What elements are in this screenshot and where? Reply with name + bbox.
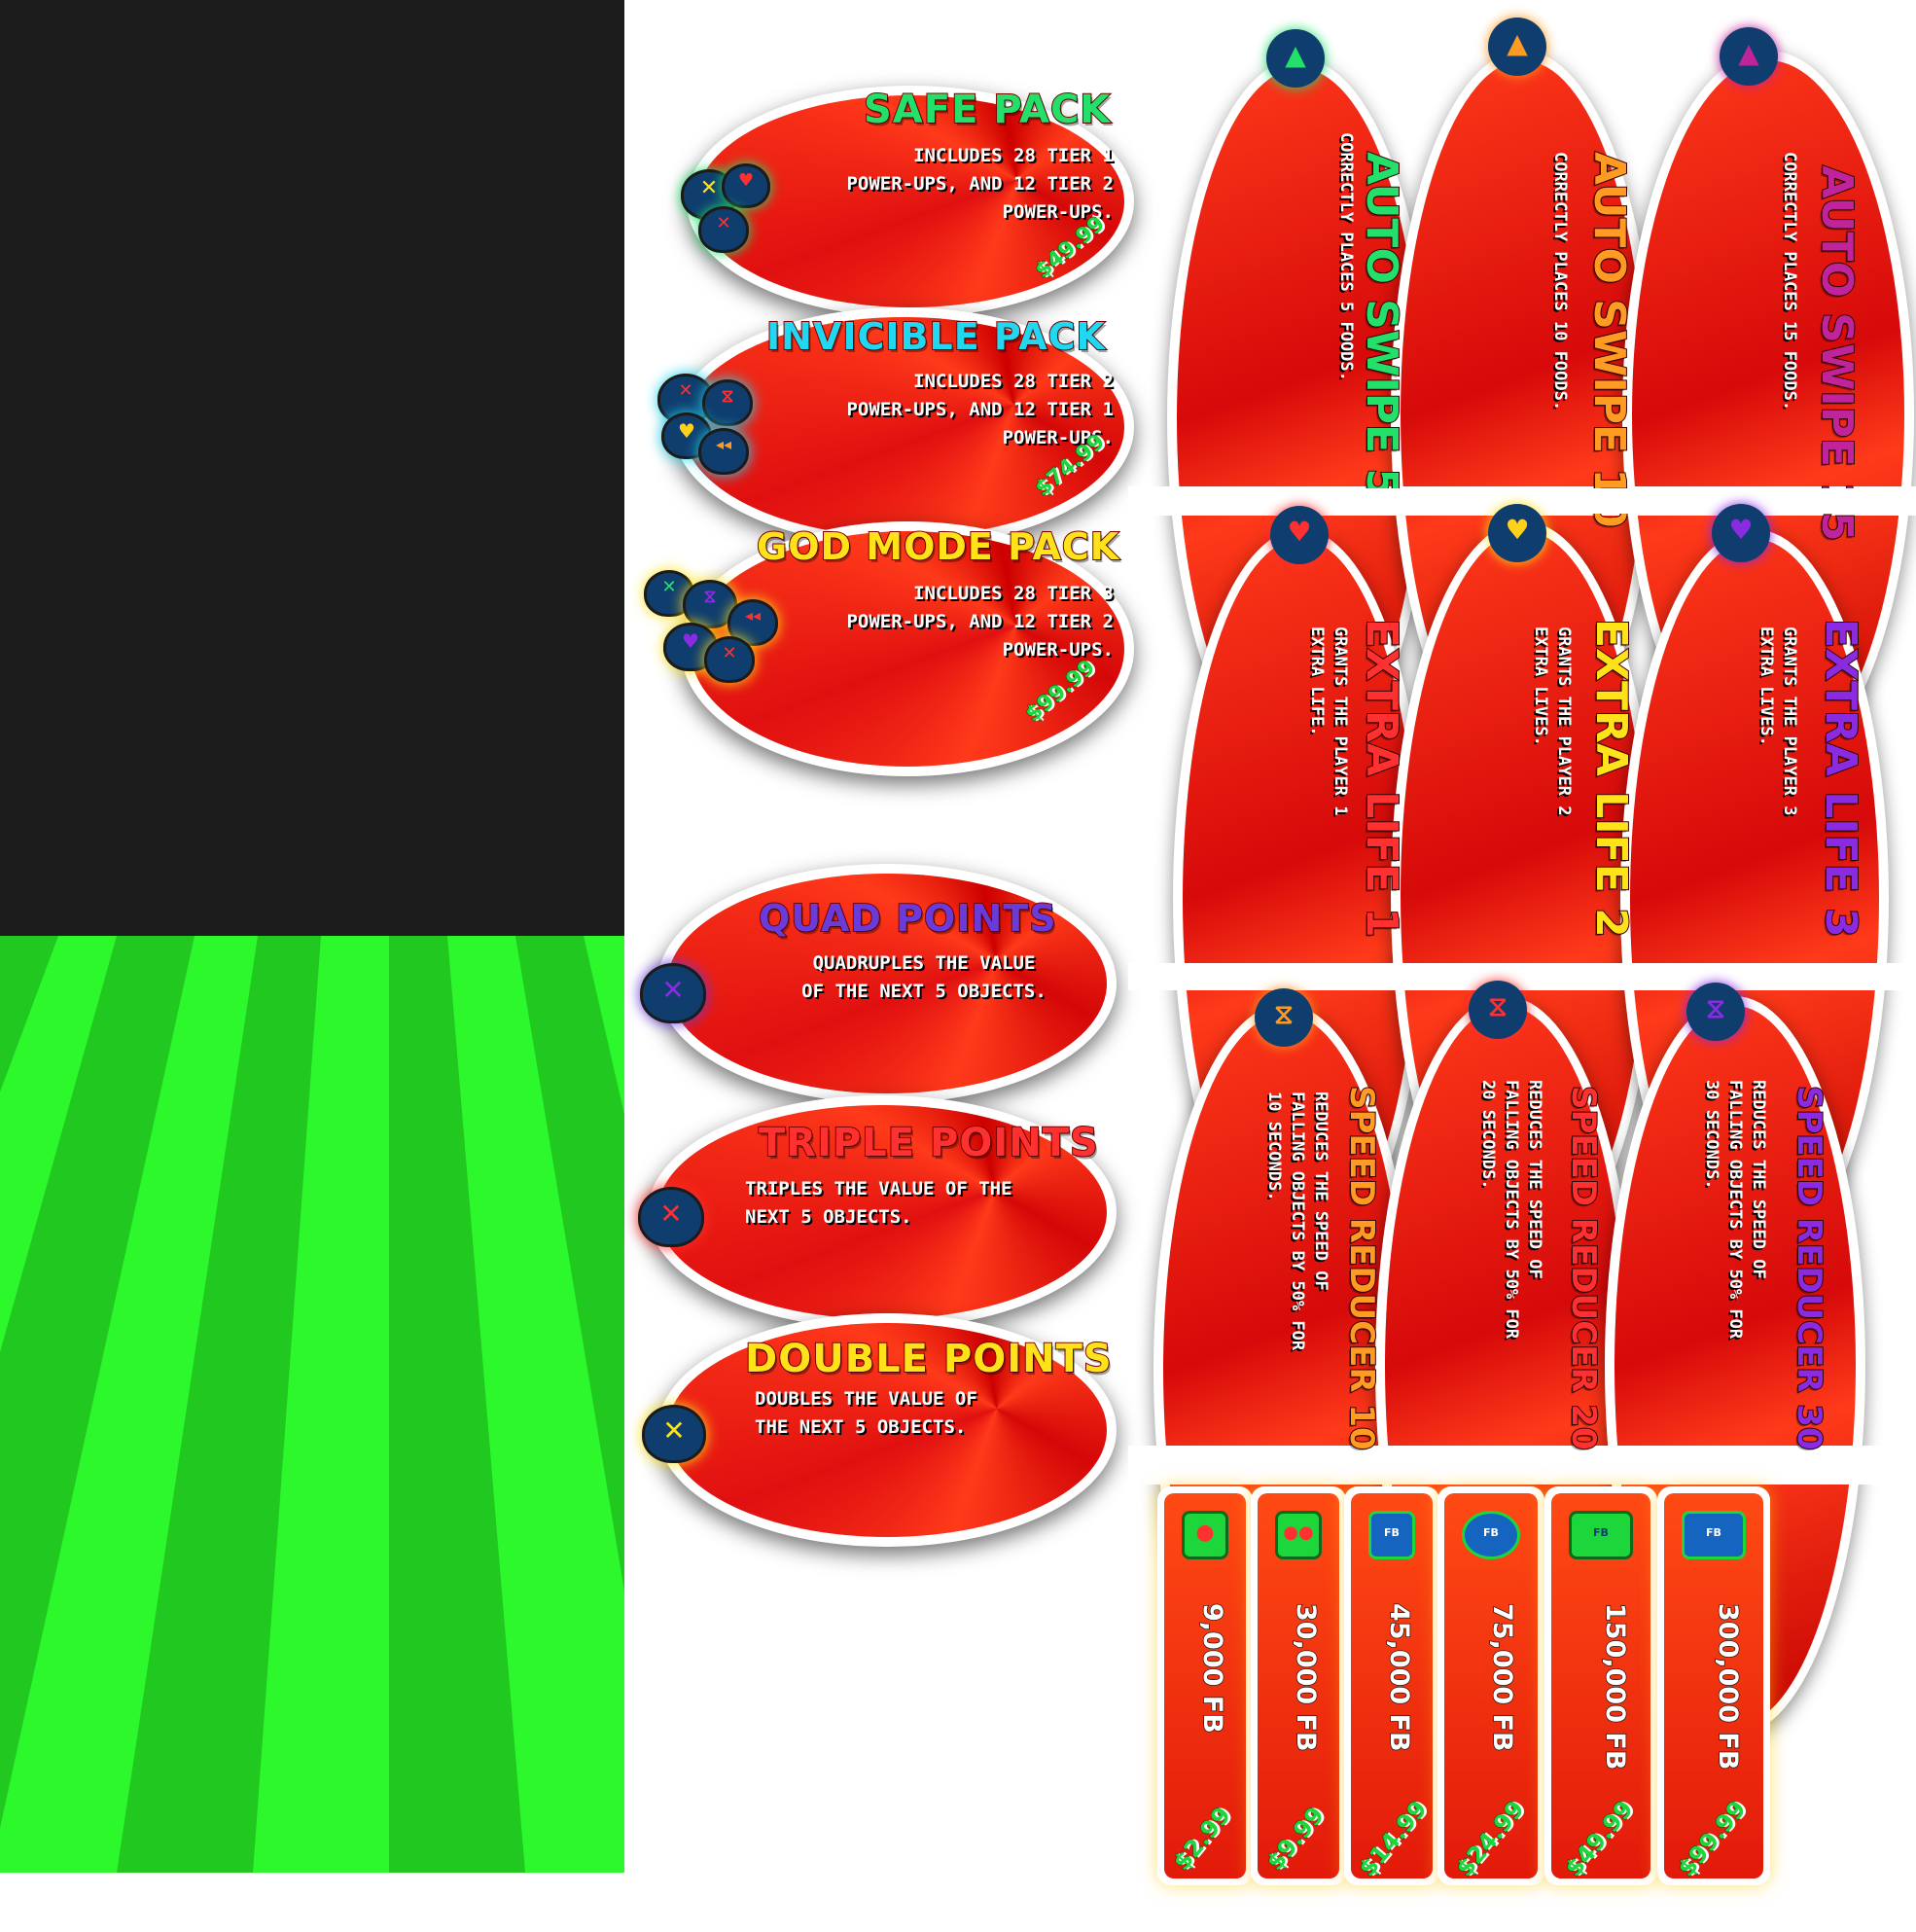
auto-swipe-15-description: CORRECTLY PLACES 15 FOODS. <box>1780 152 1799 411</box>
coin-pack-1-card[interactable]: ● 9,000 FB $2.99 <box>1157 1486 1253 1885</box>
green-sunburst-panel <box>0 936 624 1873</box>
coin-pack-2-bill-icon: ●● <box>1275 1511 1322 1559</box>
safe-pack-title: SAFE PACK <box>863 87 1112 133</box>
coin-pack-4-fb-icon: FB <box>1462 1511 1520 1559</box>
coin-pack-6-fb-icon: FB <box>1682 1511 1746 1559</box>
safe-pack-heart-bag-icon: ♥ <box>722 163 770 208</box>
safe-pack-description: INCLUDES 28 TIER 1 POWER-UPS, AND 12 TIE… <box>846 145 1114 223</box>
extra-life-2-badge-icon: ♥ <box>1488 504 1546 562</box>
extra-life-3-title: EXTRA LIFE 3 <box>1815 618 1866 939</box>
coin-pack-2-amount: 30,000 FB <box>1290 1602 1322 1752</box>
speed-reducer-30-badge-icon: ⧖ <box>1686 983 1745 1041</box>
coin-pack-3-fb-icon: FB <box>1368 1511 1415 1559</box>
coin-pack-1-bill-icon: ● <box>1182 1511 1228 1559</box>
auto-swipe-5-description: CORRECTLY PLACES 5 FOODS. <box>1336 132 1356 381</box>
god-mode-pack-card[interactable] <box>681 521 1134 776</box>
extra-life-3-badge-icon: ♥ <box>1712 504 1770 562</box>
quad-points-description: QUADRUPLES THE VALUE OF THE NEXT 5 OBJEC… <box>801 952 1047 1002</box>
auto-swipe-10-description: CORRECTLY PLACES 10 FOODS. <box>1550 152 1570 411</box>
coin-pack-3-amount: 45,000 FB <box>1383 1602 1415 1752</box>
triple-points-card[interactable] <box>648 1095 1117 1329</box>
coin-pack-5-fb-icon: FB <box>1569 1511 1633 1559</box>
row-gap-3 <box>1128 1446 1916 1485</box>
god-mode-pack-points-icon: ✕ <box>704 636 755 683</box>
triple-points-title: TRIPLE POINTS <box>758 1120 1099 1166</box>
invicible-pack-heart-icon: ♥ <box>661 412 712 459</box>
double-points-description: DOUBLES THE VALUE OF THE NEXT 5 OBJECTS. <box>755 1388 977 1438</box>
speed-reducer-30-description: REDUCES THE SPEED OF FALLING OBJECTS BY … <box>1702 1080 1768 1340</box>
double-points-card[interactable] <box>657 1313 1117 1547</box>
quad-points-bag-icon: ✕ <box>640 963 706 1023</box>
speed-reducer-10-title: SPEED REDUCER 10 <box>1341 1085 1382 1451</box>
invicible-pack-bag-icon-2: ⧖ <box>702 379 753 426</box>
extra-life-2-description: GRANTS THE PLAYER 2 EXTRA LIVES. <box>1531 626 1574 816</box>
extra-life-2-title: EXTRA LIFE 2 <box>1585 618 1637 939</box>
extra-life-1-badge-icon: ♥ <box>1270 506 1329 564</box>
coin-pack-4-card[interactable]: FB 75,000 FB $24.99 <box>1437 1486 1544 1885</box>
auto-swipe-10-badge-icon: ▲ <box>1488 18 1546 76</box>
auto-swipe-15-title: AUTO SWIPE 15 <box>1811 164 1863 543</box>
coin-pack-5-card[interactable]: FB 150,000 FB $49.99 <box>1544 1486 1657 1885</box>
triple-points-bag-icon: ✕ <box>638 1187 704 1247</box>
speed-reducer-10-badge-icon: ⧖ <box>1255 988 1313 1047</box>
row-gap-2 <box>1128 963 1916 990</box>
speed-reducer-10-description: REDUCES THE SPEED OF FALLING OBJECTS BY … <box>1264 1091 1331 1351</box>
coin-pack-4-amount: 75,000 FB <box>1486 1602 1518 1752</box>
coin-pack-3-card[interactable]: FB 45,000 FB $14.99 <box>1344 1486 1439 1885</box>
speed-reducer-20-description: REDUCES THE SPEED OF FALLING OBJECTS BY … <box>1478 1080 1544 1340</box>
extra-life-3-description: GRANTS THE PLAYER 3 EXTRA LIVES. <box>1756 626 1799 816</box>
invicible-pack-arrow-icon: ◂◂ <box>698 428 749 475</box>
god-mode-pack-title: GOD MODE PACK <box>756 524 1120 569</box>
black-panel <box>0 0 624 936</box>
god-mode-pack-description: INCLUDES 28 TIER 3 POWER-UPS, AND 12 TIE… <box>846 583 1114 661</box>
auto-swipe-15-badge-icon: ▲ <box>1720 27 1778 86</box>
speed-reducer-10-card[interactable] <box>1153 1004 1416 1735</box>
speed-reducer-20-title: SPEED REDUCER 20 <box>1563 1085 1604 1451</box>
speed-reducer-30-title: SPEED REDUCER 30 <box>1789 1085 1829 1451</box>
auto-swipe-5-title: AUTO SWIPE 5 <box>1356 151 1407 499</box>
speed-reducer-20-badge-icon: ⧖ <box>1469 981 1527 1039</box>
safe-pack-points-bag-icon: ✕ <box>698 206 749 253</box>
sunburst-rays <box>0 936 624 1873</box>
quad-points-card[interactable] <box>657 864 1117 1103</box>
extra-life-1-description: GRANTS THE PLAYER 1 EXTRA LIFE. <box>1307 626 1350 816</box>
coin-pack-6-card[interactable]: FB 300,000 FB $99.99 <box>1657 1486 1770 1885</box>
coin-pack-1-amount: 9,000 FB <box>1196 1602 1228 1734</box>
invicible-pack-card[interactable] <box>673 307 1134 547</box>
coin-pack-5-amount: 150,000 FB <box>1599 1602 1631 1771</box>
double-points-title: DOUBLE POINTS <box>744 1336 1113 1382</box>
invicible-pack-title: INVICIBLE PACK <box>765 314 1106 359</box>
coin-pack-6-amount: 300,000 FB <box>1712 1602 1744 1771</box>
coin-pack-2-card[interactable]: ●● 30,000 FB $9.99 <box>1251 1486 1346 1885</box>
double-points-bag-icon: ✕ <box>642 1405 706 1463</box>
invicible-pack-description: INCLUDES 28 TIER 2 POWER-UPS, AND 12 TIE… <box>846 371 1114 448</box>
auto-swipe-5-badge-icon: ▲ <box>1266 29 1325 88</box>
auto-swipe-10-title: AUTO SWIPE 10 <box>1583 151 1635 529</box>
quad-points-title: QUAD POINTS <box>758 896 1057 941</box>
triple-points-description: TRIPLES THE VALUE OF THE NEXT 5 OBJECTS. <box>745 1178 1012 1228</box>
extra-life-1-title: EXTRA LIFE 1 <box>1356 618 1407 939</box>
